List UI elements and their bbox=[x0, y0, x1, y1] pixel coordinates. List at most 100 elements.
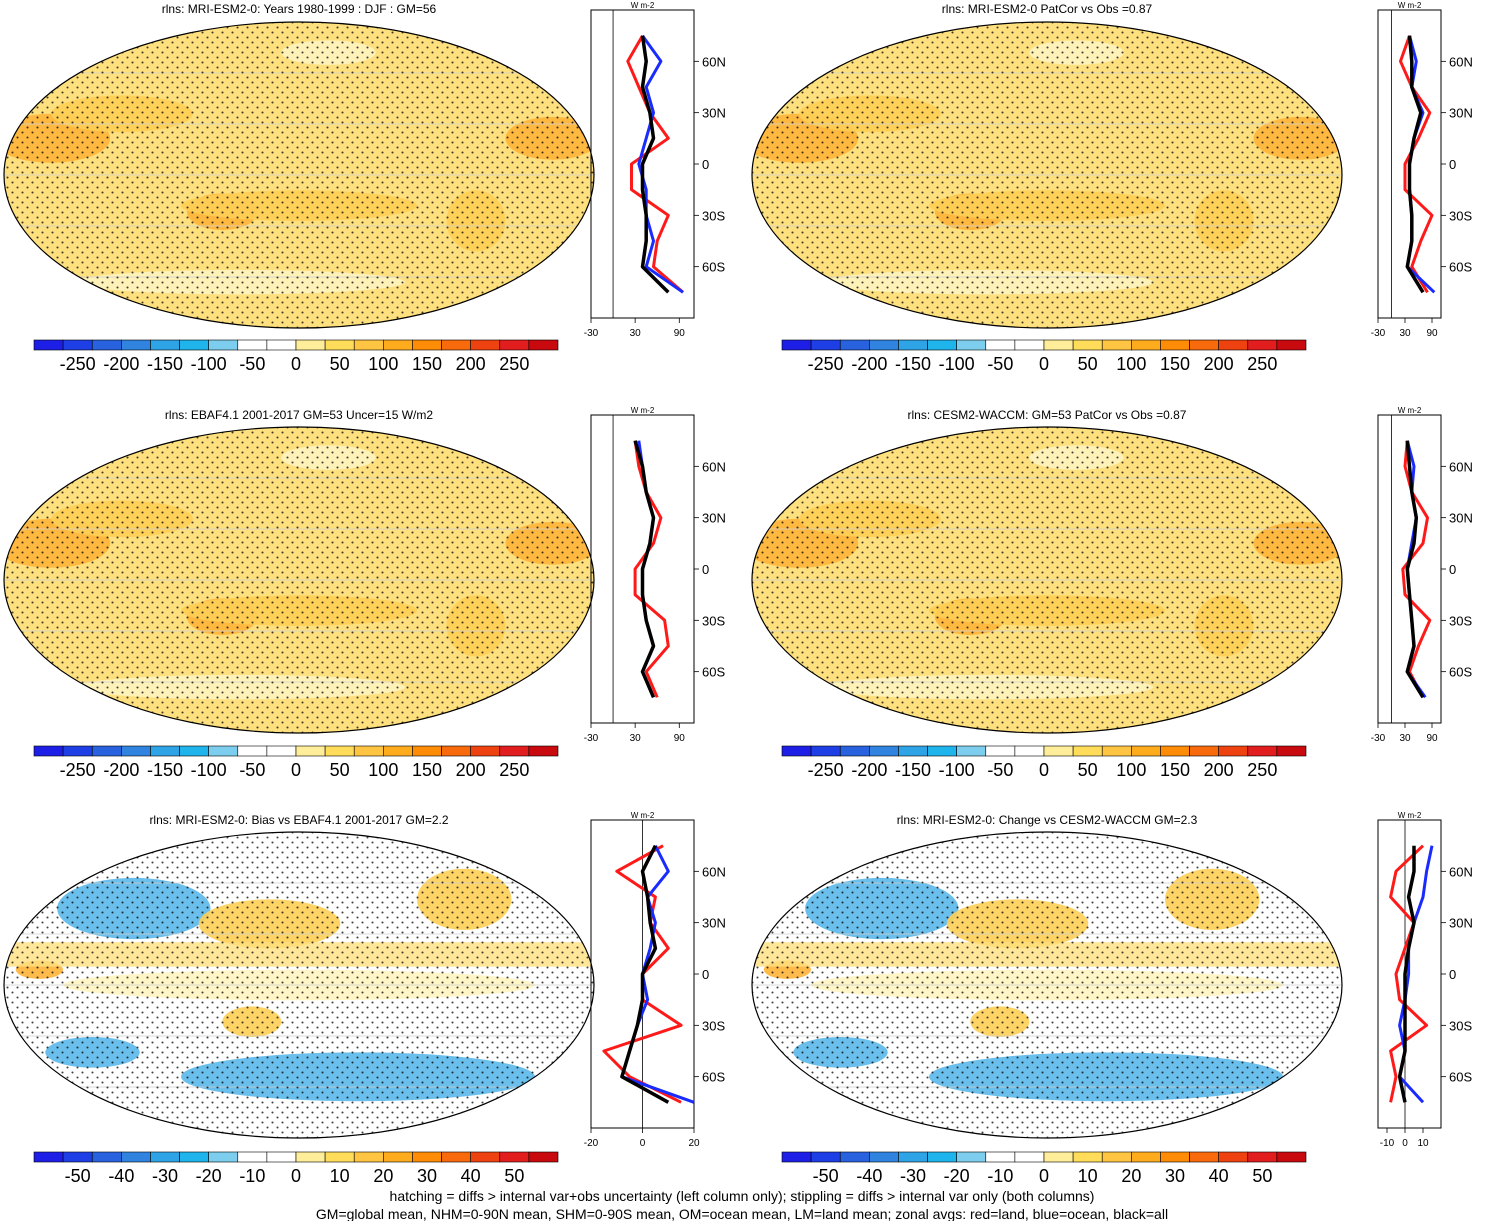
zonal-line-all bbox=[620, 844, 670, 1104]
colorbar-swatch bbox=[869, 745, 899, 757]
panel-title: rlns: MRI-ESM2-0 PatCor vs Obs =0.87 bbox=[942, 2, 1153, 16]
colorbar-swatch bbox=[985, 339, 1016, 351]
colorbar-swatch bbox=[1014, 745, 1045, 757]
colorbar-swatch bbox=[1276, 745, 1307, 757]
colorbar-swatch bbox=[121, 339, 151, 351]
colorbar-swatch bbox=[985, 745, 1016, 757]
zonal-lat-label: 60N bbox=[702, 864, 726, 879]
colorbar-swatch bbox=[237, 745, 268, 757]
colorbar-swatch bbox=[927, 745, 957, 757]
zonal-unit: W m-2 bbox=[1398, 1, 1422, 10]
zonal-line-land bbox=[626, 34, 684, 294]
colorbar-label: -50 bbox=[239, 354, 265, 374]
colorbar-swatch bbox=[179, 339, 209, 351]
colorbar-swatch bbox=[324, 339, 355, 351]
colorbar-label: 150 bbox=[412, 760, 442, 780]
footer-line-1: hatching = diffs > internal var+obs unce… bbox=[390, 1188, 1095, 1204]
colorbar-swatch bbox=[1131, 339, 1161, 351]
colorbar-swatch bbox=[412, 1151, 442, 1163]
colorbar-swatch bbox=[956, 339, 987, 351]
zonal-line-all bbox=[1405, 440, 1425, 699]
colorbar-swatch bbox=[1247, 339, 1278, 351]
colorbar-swatch bbox=[179, 1151, 209, 1163]
zonal-lat-label: 0 bbox=[1449, 562, 1456, 577]
colorbar-label: 250 bbox=[499, 354, 529, 374]
colorbar-swatch bbox=[62, 1151, 93, 1163]
zonal-xtick-label: 30 bbox=[1399, 328, 1411, 339]
colorbar-label: 150 bbox=[1160, 760, 1190, 780]
colorbar-label: -50 bbox=[239, 760, 265, 780]
panel-title: rlns: CESM2-WACCM: GM=53 PatCor vs Obs =… bbox=[908, 408, 1187, 422]
colorbar-swatch bbox=[91, 1151, 122, 1163]
colorbar-swatch bbox=[499, 1151, 530, 1163]
colorbar-swatch bbox=[324, 745, 355, 757]
zonal-plot: W m-2 -20 0 20 60N 30N 0 30S 60S bbox=[584, 811, 726, 1149]
zonal-line-ocean bbox=[637, 34, 684, 294]
zonal-line-all bbox=[1405, 35, 1425, 294]
map-field bbox=[4, 22, 594, 328]
panel-title: rlns: MRI-ESM2-0: Years 1980-1999 : DJF … bbox=[162, 2, 437, 16]
panel-2: rlns: MRI-ESM2-0 PatCor vs Obs =0.87 -250… bbox=[751, 1, 1473, 374]
colorbar-swatch bbox=[150, 339, 180, 351]
colorbar-swatch bbox=[810, 339, 841, 351]
colorbar-swatch bbox=[441, 1151, 471, 1163]
zonal-lat-label: 30S bbox=[702, 613, 725, 628]
colorbar-label: -100 bbox=[191, 760, 227, 780]
colorbar-swatch bbox=[295, 1151, 326, 1163]
zonal-unit: W m-2 bbox=[631, 811, 655, 820]
zonal-line-land bbox=[633, 440, 670, 698]
colorbar-label: -250 bbox=[808, 354, 844, 374]
zonal-xtick-label: 10 bbox=[1417, 1138, 1429, 1149]
colorbar-swatch bbox=[62, 339, 93, 351]
panel-1: rlns: MRI-ESM2-0: Years 1980-1999 : DJF … bbox=[3, 1, 726, 374]
colorbar-swatch bbox=[985, 1151, 1016, 1163]
colorbar-label: 10 bbox=[330, 1166, 350, 1186]
colorbar-label: 40 bbox=[1209, 1166, 1229, 1186]
colorbar-swatch bbox=[353, 1151, 384, 1163]
colorbar-swatch bbox=[810, 1151, 841, 1163]
panel-3: rlns: EBAF4.1 2001-2017 GM=53 Uncer=15 W… bbox=[3, 406, 726, 780]
colorbar-swatch bbox=[383, 339, 413, 351]
zonal-line-ocean bbox=[620, 845, 695, 1104]
colorbar-swatch bbox=[528, 1151, 559, 1163]
colorbar-swatch bbox=[1043, 1151, 1074, 1163]
zonal-lat-label: 0 bbox=[1449, 157, 1456, 172]
zonal-lat-label: 60S bbox=[1449, 1070, 1472, 1085]
colorbar-label: 150 bbox=[1160, 354, 1190, 374]
zonal-line-land bbox=[1389, 844, 1429, 1103]
colorbar-label: 100 bbox=[1116, 760, 1146, 780]
map-border bbox=[751, 21, 1343, 329]
stippling bbox=[4, 832, 594, 1138]
colorbar-swatch bbox=[412, 339, 442, 351]
colorbar-label: 30 bbox=[417, 1166, 437, 1186]
zonal-xtick-label: 30 bbox=[630, 733, 642, 744]
zonal-xtick-label: 0 bbox=[1402, 1138, 1408, 1149]
colorbar-swatch bbox=[412, 745, 442, 757]
zonal-lat-label: 30N bbox=[1449, 511, 1473, 526]
zonal-lat-label: 30S bbox=[702, 208, 725, 223]
colorbar-swatch bbox=[353, 745, 384, 757]
colorbar-swatch bbox=[441, 339, 471, 351]
colorbar-label: 250 bbox=[1247, 760, 1277, 780]
zonal-lat-label: 30N bbox=[1449, 916, 1473, 931]
panel-6: rlns: MRI-ESM2-0: Change vs CESM2-WACCM … bbox=[751, 811, 1473, 1186]
footer-line-2: GM=global mean, NHM=0-90N mean, SHM=0-90… bbox=[316, 1206, 1168, 1221]
colorbar-swatch bbox=[383, 745, 413, 757]
colorbar-swatch bbox=[91, 339, 122, 351]
colorbar-swatch bbox=[295, 339, 326, 351]
zonal-line-all bbox=[1397, 845, 1416, 1103]
zonal-lat-label: 30N bbox=[1449, 106, 1473, 121]
colorbar-label: 50 bbox=[1078, 354, 1098, 374]
colorbar-swatch bbox=[1043, 745, 1074, 757]
map-field bbox=[4, 427, 594, 733]
zonal-unit: W m-2 bbox=[1398, 811, 1422, 820]
colorbar-label: -40 bbox=[856, 1166, 882, 1186]
stippling bbox=[4, 427, 594, 733]
colorbar-label: -200 bbox=[103, 354, 139, 374]
colorbar-swatch bbox=[33, 339, 64, 351]
colorbar-label: 0 bbox=[1039, 1166, 1049, 1186]
map-border bbox=[3, 831, 595, 1139]
zonal-xtick-label: 90 bbox=[1426, 328, 1438, 339]
colorbar-swatch bbox=[839, 745, 870, 757]
